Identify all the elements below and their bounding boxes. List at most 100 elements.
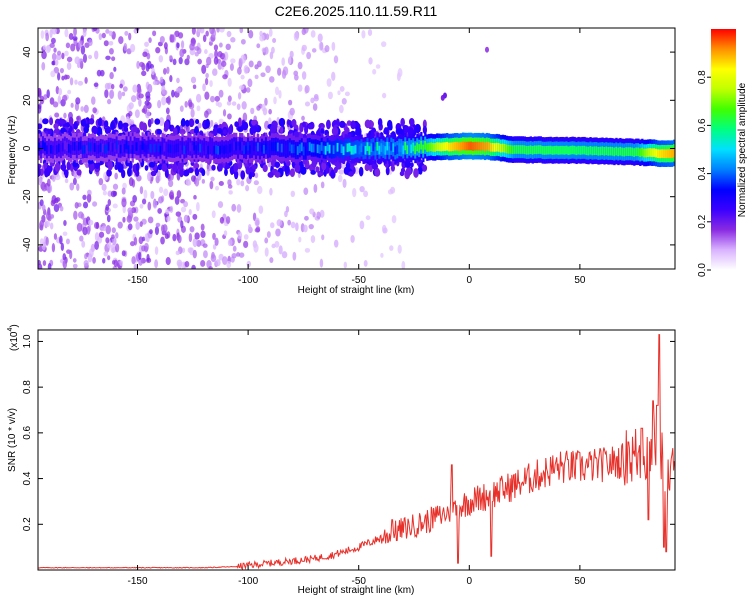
heatmap-cell xyxy=(45,32,49,42)
heatmap-cell xyxy=(350,145,353,155)
heatmap-cell xyxy=(156,128,163,135)
heatmap-cell xyxy=(290,190,296,198)
heatmap-cell xyxy=(96,69,102,77)
heatmap-cell xyxy=(121,187,126,195)
heatmap-cell xyxy=(252,142,256,152)
heatmap-cell xyxy=(127,207,133,214)
heatmap-cell xyxy=(62,94,68,102)
heatmap-cell xyxy=(495,142,499,152)
heatmap-cell xyxy=(50,70,56,78)
heatmap-cell xyxy=(97,144,101,154)
heatmap-cell xyxy=(268,117,272,126)
heatmap-cell xyxy=(88,39,93,47)
heatmap-cell xyxy=(304,146,308,156)
heatmap-cell xyxy=(340,144,343,153)
heatmap-cell xyxy=(139,121,145,131)
heatmap-cell xyxy=(76,183,80,191)
heatmap-cell xyxy=(224,168,228,177)
heatmap-cell xyxy=(551,146,554,155)
heatmap-cell xyxy=(75,145,79,154)
heatmap-cell xyxy=(296,146,300,155)
heatmap-cell xyxy=(143,105,148,115)
heatmap-cell xyxy=(531,145,534,155)
heatmap-cell xyxy=(591,146,594,156)
heatmap-cell xyxy=(139,61,145,68)
heatmap-cell xyxy=(187,180,192,186)
heatmap-cell xyxy=(117,163,124,173)
heatmap-cell xyxy=(169,205,174,213)
spectrogram-y-ticks: -40 -20 0 20 40 xyxy=(22,46,675,252)
heatmap-cell xyxy=(637,147,640,157)
heatmap-cell xyxy=(481,141,485,151)
snr-y-tick-label: 0.8 xyxy=(22,380,33,394)
heatmap-cell xyxy=(205,30,209,37)
heatmap-cell xyxy=(285,206,290,213)
heatmap-cell xyxy=(621,147,624,157)
heatmap-cell xyxy=(39,199,44,207)
heatmap-cell xyxy=(465,141,469,151)
heatmap-cell xyxy=(49,144,53,154)
heatmap-cell xyxy=(218,89,224,98)
heatmap-cell xyxy=(334,144,337,154)
heatmap-cell xyxy=(183,214,189,223)
heatmap-cell xyxy=(179,48,185,58)
heatmap-cell xyxy=(83,260,89,267)
heatmap-cell xyxy=(565,145,568,155)
heatmap-cell xyxy=(509,145,513,154)
heatmap-cell xyxy=(42,44,47,50)
heatmap-cell xyxy=(597,146,600,156)
heatmap-cell xyxy=(277,67,282,76)
heatmap-cell xyxy=(249,126,257,136)
heatmap-cell xyxy=(462,141,465,151)
heatmap-cell xyxy=(261,103,266,112)
heatmap-cell xyxy=(66,56,73,63)
heatmap-cell xyxy=(72,263,78,269)
heatmap-cell xyxy=(300,166,307,175)
heatmap-cell xyxy=(326,142,329,152)
heatmap-cell xyxy=(134,109,140,119)
snr-y-tick-label: 0.6 xyxy=(22,425,33,439)
heatmap-cell xyxy=(195,145,198,154)
heatmap-cell xyxy=(479,142,483,151)
heatmap-cell xyxy=(161,141,164,151)
heatmap-cell xyxy=(533,145,536,155)
heatmap-cell xyxy=(176,42,180,49)
heatmap-cell xyxy=(127,167,132,177)
heatmap-cell xyxy=(129,119,135,125)
heatmap-cell xyxy=(80,35,84,41)
heatmap-cell xyxy=(170,34,175,43)
heatmap-cell xyxy=(613,147,616,157)
heatmap-cell xyxy=(515,145,519,154)
heatmap-cell xyxy=(200,259,206,267)
heatmap-cell xyxy=(79,140,83,150)
heatmap-cell xyxy=(307,123,313,130)
heatmap-cell xyxy=(113,143,116,152)
heatmap-cell xyxy=(155,47,161,54)
heatmap-cell xyxy=(235,252,241,257)
heatmap-cell xyxy=(105,204,110,211)
heatmap-cell xyxy=(147,83,153,94)
heatmap-cell xyxy=(146,253,150,262)
spectrogram-y-tick-label: 40 xyxy=(22,46,33,58)
heatmap-cell xyxy=(176,77,180,84)
heatmap-cell xyxy=(236,103,241,110)
heatmap-cell xyxy=(456,141,459,151)
heatmap-cell xyxy=(227,113,232,120)
heatmap-cell xyxy=(84,123,90,129)
heatmap-cell xyxy=(122,86,128,92)
snr-x-ticks: -150 -100 -50 0 50 xyxy=(128,330,586,587)
heatmap-cell xyxy=(301,44,307,52)
heatmap-cell xyxy=(68,125,73,132)
heatmap-cell xyxy=(399,170,405,177)
heatmap-cell xyxy=(605,146,608,156)
heatmap-cell xyxy=(274,161,281,169)
heatmap-cell xyxy=(85,163,89,169)
heatmap-cell xyxy=(204,91,210,100)
heatmap-cell xyxy=(89,142,93,152)
heatmap-cell xyxy=(149,229,153,235)
heatmap-cell xyxy=(222,129,227,135)
heatmap-cell xyxy=(256,43,261,49)
heatmap-cell xyxy=(448,142,451,152)
heatmap-cell xyxy=(80,106,85,112)
heatmap-cell xyxy=(374,146,377,156)
